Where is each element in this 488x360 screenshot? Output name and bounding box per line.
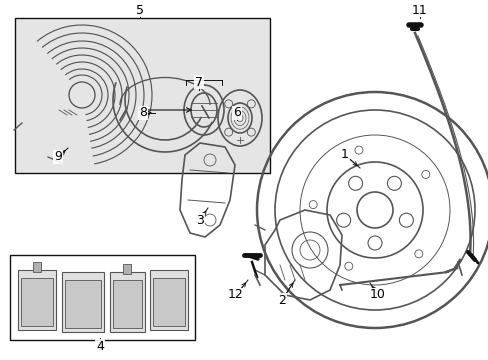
Text: 4: 4 [96,339,104,352]
Bar [21,278,53,326]
Bar [150,270,187,330]
Text: 5: 5 [136,4,143,17]
Text: 6: 6 [233,107,241,120]
Text: 8: 8 [139,107,147,120]
Bar [10,255,195,340]
Text: 11: 11 [411,4,427,17]
Text: 1: 1 [340,148,348,162]
Bar [18,270,56,330]
Bar [65,280,101,328]
Text: 9: 9 [54,150,62,163]
Text: 2: 2 [278,293,285,306]
Bar [33,262,41,272]
Text: 12: 12 [228,288,244,302]
Text: 3: 3 [196,213,203,226]
Bar [153,278,184,326]
Bar [62,272,104,332]
Bar [123,264,131,274]
Bar [113,280,142,328]
Text: 7: 7 [195,76,203,89]
Bar [15,18,269,173]
Text: 10: 10 [369,288,385,302]
Bar [110,272,145,332]
